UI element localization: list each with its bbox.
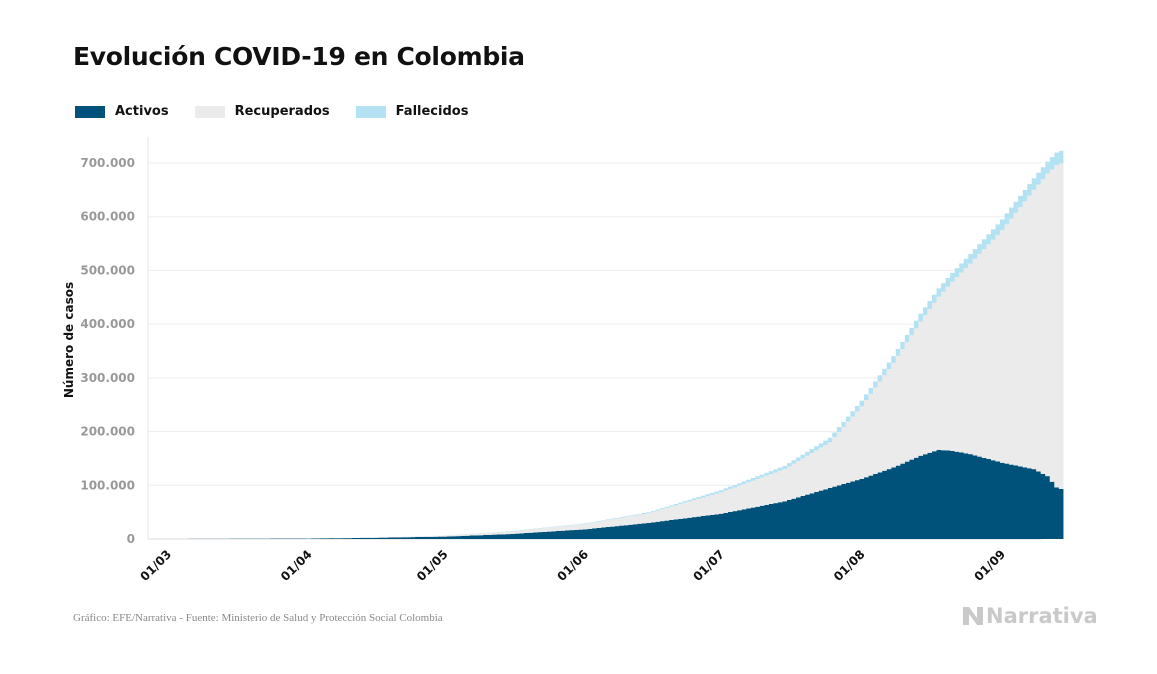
legend-item-recuperados: Recuperados [194,104,330,119]
legend-swatch-activos [75,105,105,118]
area-series [166,150,1064,539]
legend-label-fallecidos: Fallecidos [395,104,469,119]
y-tick-label: 300.000 [80,371,135,385]
y-tick-label: 500.000 [80,263,135,277]
y-tick-label: 600.000 [80,210,135,224]
y-axis-title: Número de casos [62,282,76,398]
x-tick-label: 01/03 [138,547,175,584]
x-tick-label: 01/07 [690,547,727,584]
y-tick-label: 700.000 [80,156,135,170]
legend-label-recuperados: Recuperados [234,104,330,119]
y-tick-label: 100.000 [80,478,135,492]
narrativa-logo: Narrativa [963,604,1098,628]
y-axis: 0 100.000 200.000 300.000 400.000 500.000 600.… [80,137,149,546]
x-tick-label: 01/08 [831,547,868,584]
narrativa-n-icon [963,607,983,625]
chart-legend: Activos Recuperados Fallecidos [75,104,494,119]
legend-item-fallecidos: Fallecidos [355,104,469,119]
legend-swatch-recuperados [194,105,225,118]
area-series-recuperados [166,163,1064,539]
area-series-activos [166,449,1064,539]
x-tick-label: 01/06 [555,547,592,584]
chart-title: Evolución COVID-19 en Colombia [73,42,525,71]
logo-text: Narrativa [986,604,1098,628]
x-tick-label: 01/09 [972,547,1009,584]
legend-item-activos: Activos [75,104,169,119]
y-tick-label: 0 [127,532,135,546]
x-tick-label: 01/05 [414,547,451,584]
y-tick-label: 400.000 [80,317,135,331]
source-footer: Gráfico: EFE/Narrativa - Fuente: Ministe… [73,612,443,624]
legend-swatch-fallecidos [355,105,386,118]
legend-label-activos: Activos [115,104,169,119]
x-tick-label: 01/04 [278,547,315,584]
x-axis: 01/03 01/04 01/05 01/06 01/07 01/08 01/09 [138,547,1009,584]
y-tick-label: 200.000 [80,425,135,439]
